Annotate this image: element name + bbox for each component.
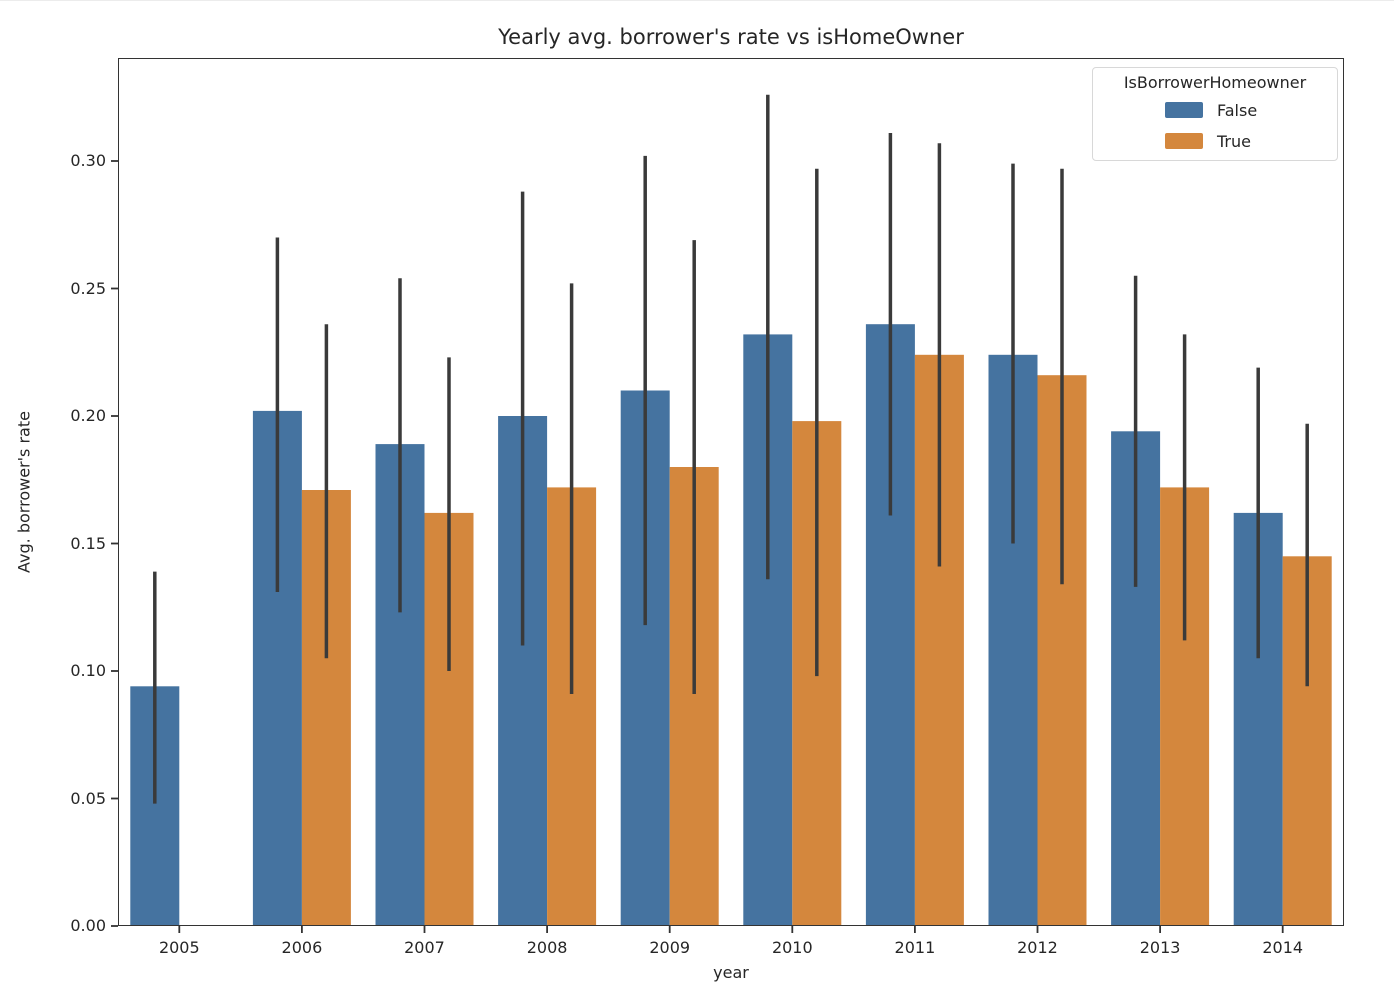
- legend-swatch-true-icon: [1165, 133, 1203, 149]
- chart-title: Yearly avg. borrower's rate vs isHomeOwn…: [498, 25, 964, 49]
- legend-label-true: True: [1217, 131, 1251, 151]
- legend-item-false: False: [1101, 97, 1329, 123]
- y-tick-label: 0.00: [70, 916, 106, 935]
- x-axis-label: year: [713, 963, 749, 982]
- y-tick-label: 0.30: [70, 151, 106, 171]
- legend: IsBorrowerHomeowner False True: [1092, 67, 1338, 161]
- x-tick-label: 2013: [1139, 938, 1181, 957]
- y-tick-label: 0.20: [70, 406, 106, 425]
- legend-label-false: False: [1217, 100, 1258, 120]
- y-tick-label: 0.05: [70, 788, 106, 808]
- x-tick-label: 2014: [1262, 938, 1304, 957]
- x-tick-label: 2010: [771, 938, 813, 957]
- legend-item-true: True: [1101, 128, 1329, 154]
- x-tick-label: 2008: [526, 938, 568, 957]
- y-tick-label: 0.10: [70, 661, 106, 680]
- plot-area: [118, 58, 1344, 926]
- x-tick-label: 2006: [281, 938, 323, 957]
- x-tick-label: 2007: [404, 938, 445, 957]
- legend-title: IsBorrowerHomeowner: [1123, 73, 1307, 92]
- x-tick-label: 2012: [1017, 938, 1058, 957]
- legend-swatch-false-icon: [1165, 102, 1203, 118]
- x-tick-label: 2009: [649, 938, 691, 957]
- x-tick-label: 2011: [894, 938, 936, 957]
- y-tick-label: 0.15: [70, 533, 106, 553]
- y-tick-label: 0.25: [70, 278, 106, 298]
- x-tick-label: 2005: [158, 938, 200, 957]
